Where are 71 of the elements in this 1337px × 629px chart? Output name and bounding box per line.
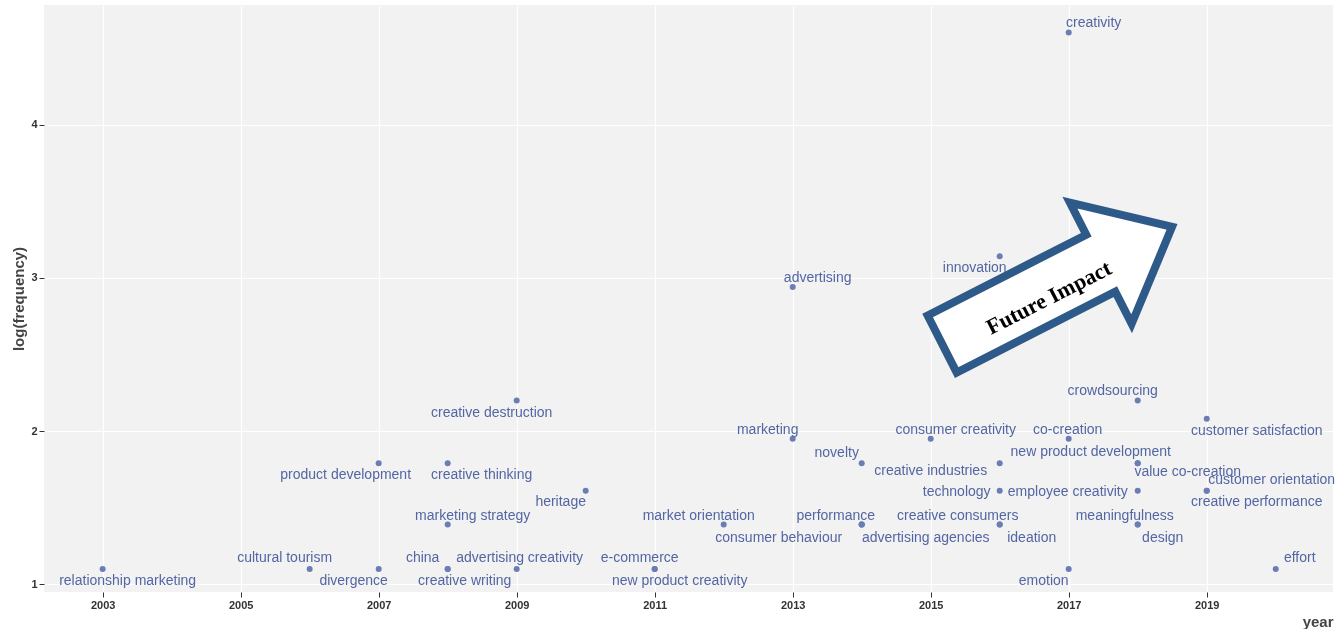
y-tick-label: 3	[31, 271, 38, 284]
point	[996, 487, 1003, 494]
point	[582, 487, 589, 494]
point	[1065, 566, 1072, 572]
annotation: marketing strategy	[415, 506, 531, 523]
annotation: consumer behaviour	[715, 528, 843, 545]
point	[1134, 487, 1141, 494]
point	[1272, 566, 1279, 572]
point	[513, 566, 520, 572]
point	[99, 566, 106, 572]
point	[720, 521, 727, 528]
annotation: creative consumers	[897, 506, 1019, 523]
annotation: technology	[922, 482, 991, 499]
annotation: advertising agencies	[861, 528, 990, 545]
point	[306, 566, 313, 572]
point	[375, 566, 382, 572]
x-tick-label: 2015	[918, 598, 944, 611]
annotation: heritage	[535, 492, 587, 509]
x-tick-label: 2011	[643, 598, 668, 611]
annotation: innovation	[942, 259, 1007, 276]
y-tick-label: 1	[31, 577, 38, 590]
x-tick-label: 2019	[1194, 598, 1220, 611]
x-tick-label: 2007	[366, 598, 392, 611]
point	[1065, 435, 1072, 442]
annotation: china	[405, 549, 440, 566]
point	[1203, 415, 1210, 422]
annotation: ideation	[1007, 528, 1057, 545]
annotation: e-commerce	[600, 549, 679, 566]
annotation: design	[1142, 528, 1184, 545]
annotation: marketing	[736, 420, 799, 437]
annotation: employee creativity	[1007, 482, 1128, 499]
annotation: product development	[280, 466, 412, 483]
point	[513, 397, 520, 404]
annotation: market orientation	[642, 506, 755, 523]
point	[996, 460, 1003, 467]
x-tick-label: 2017	[1056, 598, 1082, 611]
annotation: creative thinking	[431, 466, 533, 483]
annotation: novelty	[814, 444, 859, 461]
point	[927, 435, 934, 442]
point	[996, 253, 1003, 260]
annotation: effort	[1283, 549, 1316, 566]
annotation: customer satisfaction	[1190, 421, 1323, 438]
annotation: advertising creativity	[456, 549, 584, 566]
annotation: creative destruction	[430, 404, 553, 421]
x-tick-label: 2009	[504, 598, 530, 611]
x-tick-label: 2013	[780, 598, 806, 611]
annotation: creativity	[1066, 13, 1122, 30]
annotation: new product creativity	[611, 572, 748, 589]
annotation: co-creation	[1033, 420, 1103, 437]
y-axis-title: log(frequency)	[10, 246, 28, 352]
annotation: consumer creativity	[895, 420, 1016, 437]
annotation: new product development	[1010, 443, 1171, 460]
annotation: meaningfulness	[1075, 506, 1174, 523]
annotation: creative writing	[417, 572, 512, 589]
annotation: crowdsourcing	[1067, 382, 1158, 399]
annotation: relationship marketing	[59, 572, 197, 589]
y-tick-label: 2	[31, 424, 38, 437]
x-tick-label: 2003	[90, 598, 116, 611]
point	[444, 460, 451, 467]
point	[858, 460, 865, 467]
annotation: cultural tourism	[237, 549, 333, 566]
annotation: creative industries	[874, 462, 988, 479]
annotation: emotion	[1018, 572, 1069, 589]
annotation: advertising	[783, 269, 852, 286]
annotation: creative performance	[1190, 492, 1323, 509]
annotation: divergence	[319, 572, 389, 589]
x-tick-label: 2005	[228, 598, 254, 611]
point	[375, 460, 382, 467]
annotation: performance	[796, 506, 876, 523]
y-tick-label: 4	[31, 118, 39, 131]
x-axis-title: year	[1302, 612, 1334, 629]
